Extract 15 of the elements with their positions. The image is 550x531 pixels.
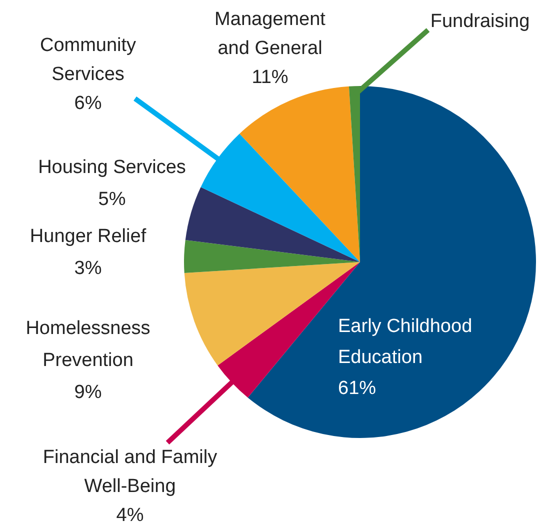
data-label: 3% — [74, 258, 102, 280]
data-label: 11% — [252, 67, 288, 88]
slice-label: Housing Services — [38, 157, 186, 178]
slice-label: Hunger Relief — [30, 226, 147, 248]
slice-label: Management and General — [214, 9, 326, 60]
data-label: 61% — [338, 378, 376, 400]
slice-label: Community Services — [40, 35, 137, 86]
data-label: 9% — [74, 382, 102, 404]
data-label: 5% — [98, 189, 126, 210]
slice-label: Early Childhood Education — [338, 316, 472, 368]
data-label: 6% — [74, 93, 102, 114]
slice-label: Fundraising — [430, 11, 530, 32]
data-label: 4% — [116, 505, 144, 526]
slice-label: Homelessness Prevention — [26, 318, 150, 372]
slice-label: Financial and Family Well-Being — [42, 447, 218, 498]
